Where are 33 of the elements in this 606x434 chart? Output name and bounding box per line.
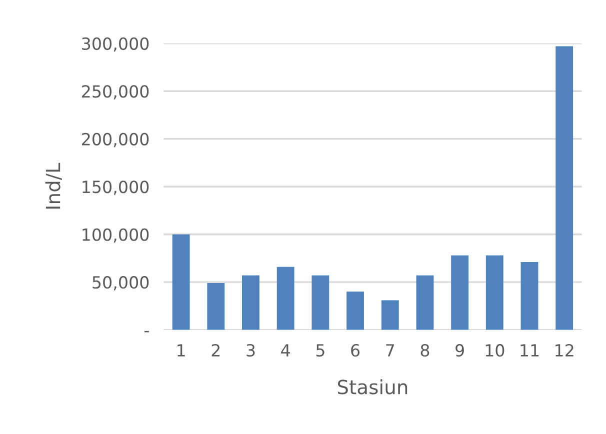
x-tick-label: 1 (178, 344, 185, 356)
bar (520, 262, 538, 330)
y-tick-label: 150,000 (82, 180, 149, 195)
bar (276, 266, 294, 330)
bar (346, 292, 364, 330)
x-tick-label: 8 (420, 344, 430, 357)
bar (416, 275, 434, 330)
bar (381, 300, 399, 330)
bar (172, 234, 190, 330)
y-tick-label: 200,000 (82, 132, 149, 148)
bar (486, 255, 504, 330)
y-axis-title: Ind/L (45, 162, 62, 209)
bar (556, 46, 574, 330)
y-tick-label: - (144, 330, 149, 332)
x-tick-label: 2 (212, 344, 220, 356)
x-tick-label: 9 (456, 344, 464, 357)
x-tick-label: 11 (520, 344, 539, 356)
x-tick-label: 12 (556, 344, 574, 356)
x-tick-label: 5 (316, 344, 324, 357)
y-tick-label: 250,000 (82, 85, 149, 100)
bar (207, 283, 225, 330)
x-tick-label: 4 (281, 344, 290, 356)
x-tick-label: 3 (246, 344, 255, 357)
y-tick-label: 100,000 (82, 228, 149, 243)
y-tick-label: 300,000 (82, 37, 149, 52)
x-tick-label: 10 (486, 344, 504, 357)
x-tick-label: 7 (386, 344, 394, 356)
bar (312, 275, 330, 330)
x-tick-label: 6 (351, 344, 360, 357)
bar (451, 255, 469, 330)
x-axis-title: Stasiun (338, 379, 408, 394)
bar (242, 275, 260, 330)
y-tick-label: 50,000 (92, 276, 149, 290)
